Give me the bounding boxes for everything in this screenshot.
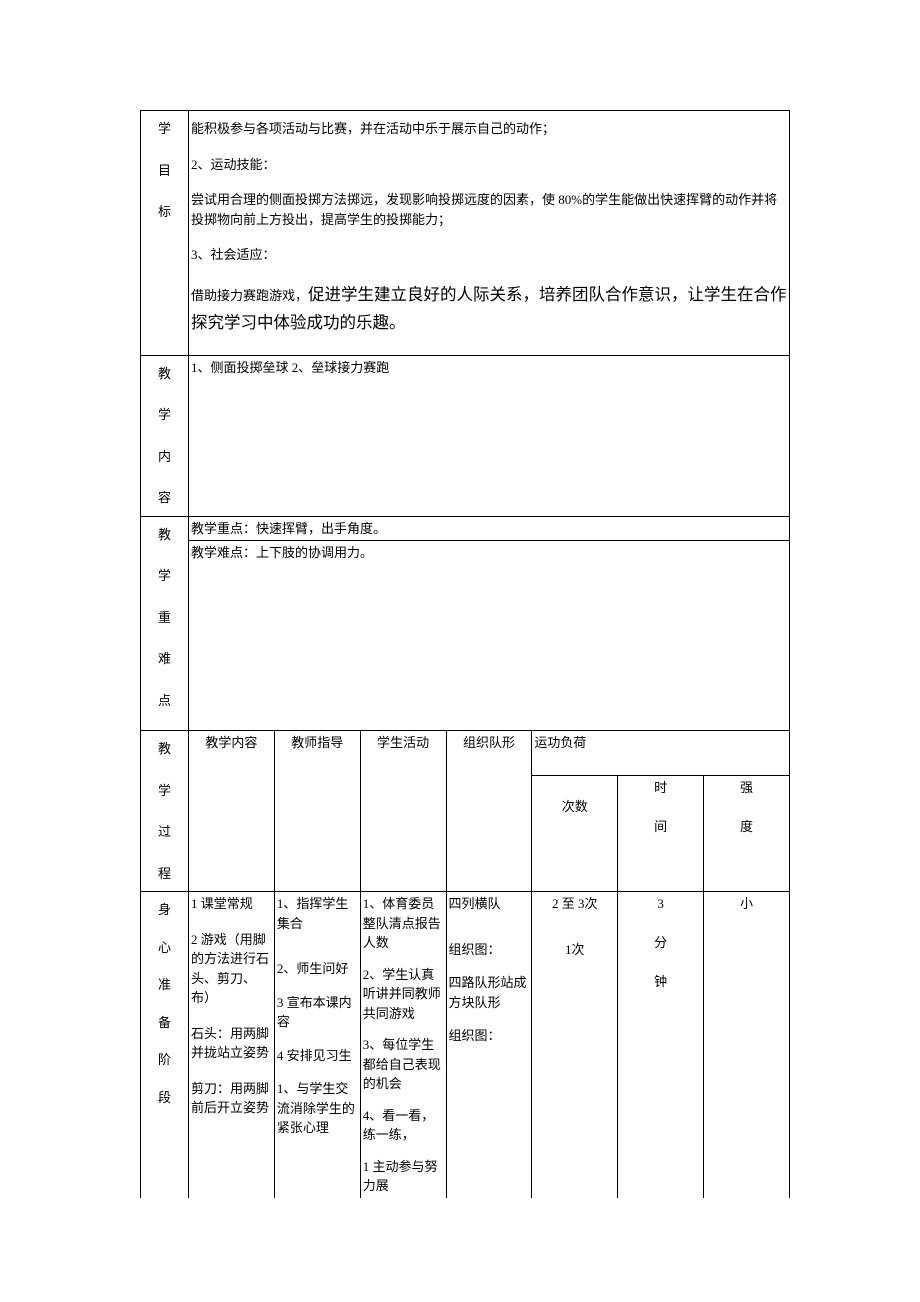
label-char: 学 (158, 405, 171, 425)
objectives-content: 能积极参与各项活动与比赛，并在活动中乐于展示自己的动作； 2、运动技能： 尝试用… (189, 111, 790, 356)
label-char: 心 (158, 938, 171, 958)
keypoints-focus: 教学重点：快速挥臂，出手角度。 (189, 516, 790, 541)
label-char: 点 (158, 691, 171, 711)
label-char: 程 (158, 864, 171, 884)
prep-formation-col: 四列横队 组织图： 四路队形站成方块队形 组织图： (446, 892, 532, 1198)
header-intensity-b: 度 (740, 819, 753, 834)
prep-duration-col: 3 分 钟 (618, 892, 704, 1198)
content-text: 1、侧面投掷垒球 2、垒球接力赛跑 (191, 358, 787, 378)
label-char: 教 (158, 739, 171, 759)
header-teacher: 教师指导 (274, 731, 360, 892)
prep-text: 石头：用两脚并拢站立姿势 (191, 1024, 272, 1063)
label-char: 学 (158, 119, 171, 139)
prep-text: 3、每位学生都给自己表现的机会 (363, 1035, 444, 1094)
prep-text: 1、指挥学生集合 (277, 894, 358, 933)
prep-student-col: 1、体育委员整队清点报告人数 2、学生认真听讲并同教师共同游戏 3、每位学生都给… (360, 892, 446, 1198)
process-label-cell: 教 学 过 程 (141, 731, 189, 892)
prep-text: 1 课堂常规 (191, 894, 272, 914)
prep-text: 四路队形站成方块队形 (449, 973, 530, 1012)
header-intensity: 强 度 (704, 775, 790, 891)
keypoints-difficulty: 教学难点：上下肢的协调用力。 (189, 541, 790, 731)
header-times: 次数 (532, 775, 618, 891)
prep-text: 1次 (534, 940, 615, 960)
label-char: 阶 (158, 1050, 171, 1070)
prep-intensity-text: 小 (740, 896, 753, 911)
prep-text: 1、体育委员整队清点报告人数 (363, 894, 444, 953)
prep-text: 2、学生认真听讲并同教师共同游戏 (363, 965, 444, 1024)
label-char: 教 (158, 525, 171, 545)
label-char: 备 (158, 1013, 171, 1033)
label-char: 教 (158, 364, 171, 384)
prep-text: 组织图： (449, 940, 530, 960)
prep-text: 剪刀：用两脚前后开立姿势 (191, 1079, 272, 1118)
content-label-cell: 教 学 内 容 (141, 355, 189, 516)
header-intensity-a: 强 (740, 780, 753, 795)
label-char: 过 (158, 822, 171, 842)
prep-label-cell: 身 心 准 备 阶 段 (141, 892, 189, 1198)
content-cell: 1、侧面投掷垒球 2、垒球接力赛跑 (189, 355, 790, 516)
label-char: 身 (158, 900, 171, 920)
label-char: 难 (158, 649, 171, 669)
prep-text: 4、看一看，练一练， (363, 1106, 444, 1145)
label-char: 标 (158, 202, 171, 222)
prep-text: 2 游戏（用脚的方法进行石头、剪刀、布） (191, 930, 272, 1008)
label-char: 准 (158, 975, 171, 995)
header-duration: 时 间 (618, 775, 704, 891)
prep-times-col: 2 至 3次 1次 (532, 892, 618, 1198)
label-char: 目 (158, 161, 171, 181)
prep-text: 2 至 3次 (534, 894, 615, 914)
objectives-line: 尝试用合理的侧面投掷方法掷远，发现影响投掷远度的因素，使 80%的学生能做出快速… (191, 190, 787, 229)
prep-content-col: 1 课堂常规 2 游戏（用脚的方法进行石头、剪刀、布） 石头：用两脚并拢站立姿势… (189, 892, 275, 1198)
objectives-line: 借助接力赛跑游戏，促进学生建立良好的人际关系，培养团队合作意识，让学生在合作探究… (191, 281, 787, 337)
prep-text: 1、与学生交流消除学生的紧张心理 (277, 1079, 358, 1138)
page: 学 目 标 能积极参与各项活动与比赛，并在活动中乐于展示自己的动作； 2、运动技… (0, 0, 920, 1238)
objectives-line: 2、运动技能： (191, 155, 787, 175)
objectives-line: 3、社会适应： (191, 245, 787, 265)
prep-teacher-col: 1、指挥学生集合 2、师生问好 3 宣布本课内容 4 安排见习生 1、与学生交流… (274, 892, 360, 1198)
header-duration-b: 间 (654, 819, 667, 834)
prep-text: 2、师生问好 (277, 959, 358, 979)
header-student: 学生活动 (360, 731, 446, 892)
header-content: 教学内容 (189, 731, 275, 892)
prep-duration-text: 3 分 钟 (654, 896, 667, 989)
label-char: 段 (158, 1088, 171, 1108)
prep-intensity-col: 小 (704, 892, 790, 1198)
prep-text: 四列横队 (449, 894, 530, 914)
objectives-label-cell: 学 目 标 (141, 111, 189, 356)
label-char: 重 (158, 608, 171, 628)
prep-text: 4 安排见习生 (277, 1046, 358, 1066)
header-formation: 组织队形 (446, 731, 532, 892)
label-char: 学 (158, 566, 171, 586)
prep-text: 组织图： (449, 1026, 530, 1046)
prep-text: 3 宣布本课内容 (277, 993, 358, 1032)
label-char: 学 (158, 781, 171, 801)
lesson-plan-table: 学 目 标 能积极参与各项活动与比赛，并在活动中乐于展示自己的动作； 2、运动技… (140, 110, 790, 1198)
text-small: 借助接力赛跑游戏， (191, 288, 308, 303)
objectives-line: 能积极参与各项活动与比赛，并在活动中乐于展示自己的动作； (191, 119, 787, 139)
keypoints-label-cell: 教 学 重 难 点 (141, 516, 189, 731)
header-duration-a: 时 (654, 780, 667, 795)
header-load: 运功负荷 (532, 731, 790, 776)
prep-text: 1 主动参与努力展 (363, 1157, 444, 1196)
label-char: 容 (158, 488, 171, 508)
label-char: 内 (158, 447, 171, 467)
header-times-text: 次数 (562, 799, 588, 814)
